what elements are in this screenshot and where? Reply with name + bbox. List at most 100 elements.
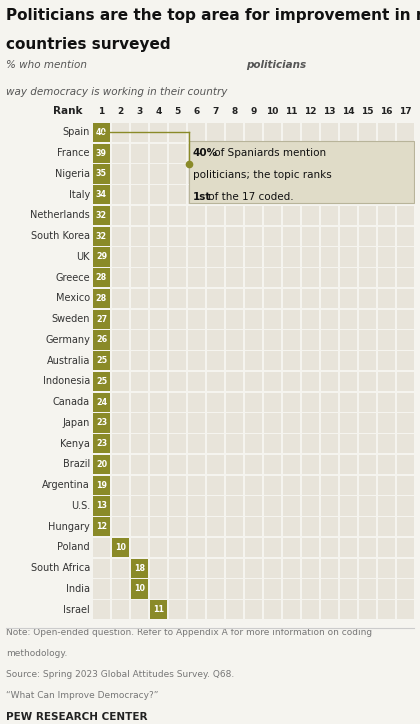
Bar (112, 455, 129, 474)
Bar (169, 558, 186, 578)
Bar (378, 227, 395, 245)
Text: Politicians are the top area for improvement in most: Politicians are the top area for improve… (6, 8, 420, 23)
Bar (378, 392, 395, 412)
Bar (226, 289, 243, 308)
Bar (169, 289, 186, 308)
Bar (169, 392, 186, 412)
Bar (93, 268, 110, 287)
Bar (264, 206, 281, 225)
Bar (188, 309, 205, 329)
Bar (93, 558, 110, 578)
Bar (150, 123, 167, 142)
Bar (131, 371, 148, 391)
Text: Kenya: Kenya (60, 439, 90, 449)
Bar (131, 600, 148, 619)
Bar (226, 371, 243, 391)
Text: 14: 14 (342, 106, 355, 116)
Bar (245, 392, 262, 412)
Text: 1: 1 (98, 106, 105, 116)
Bar (359, 517, 376, 536)
Bar (150, 268, 167, 287)
Bar (321, 164, 338, 183)
Bar (340, 143, 357, 163)
Text: UK: UK (76, 252, 90, 262)
Bar (321, 496, 338, 515)
Bar (131, 330, 148, 350)
Bar (188, 206, 205, 225)
Bar (302, 268, 319, 287)
Bar (169, 123, 186, 142)
Bar (207, 455, 224, 474)
Bar (359, 476, 376, 494)
Bar (264, 392, 281, 412)
Bar (93, 185, 110, 204)
Bar (340, 309, 357, 329)
Bar (245, 123, 262, 142)
Bar (378, 309, 395, 329)
Text: countries surveyed: countries surveyed (6, 37, 171, 51)
Bar (321, 579, 338, 599)
Bar (397, 289, 414, 308)
Text: Indonesia: Indonesia (43, 376, 90, 387)
Bar (226, 538, 243, 557)
Bar (188, 517, 205, 536)
Bar (397, 123, 414, 142)
Bar (378, 579, 395, 599)
Bar (112, 392, 129, 412)
Bar (169, 413, 186, 432)
Bar (93, 496, 110, 515)
Bar (207, 496, 224, 515)
Bar (340, 496, 357, 515)
Bar (264, 413, 281, 432)
Bar (397, 164, 414, 183)
Bar (93, 248, 110, 266)
Text: Israel: Israel (63, 605, 90, 615)
Bar (359, 413, 376, 432)
Bar (169, 330, 186, 350)
Bar (302, 517, 319, 536)
Bar (226, 164, 243, 183)
Bar (150, 600, 167, 619)
Bar (264, 164, 281, 183)
Bar (264, 579, 281, 599)
Bar (321, 330, 338, 350)
Bar (397, 392, 414, 412)
Bar (150, 164, 167, 183)
Bar (93, 123, 110, 142)
Bar (340, 289, 357, 308)
Bar (226, 206, 243, 225)
Bar (302, 558, 319, 578)
Bar (264, 330, 281, 350)
Bar (283, 227, 300, 245)
Bar (112, 434, 129, 453)
Bar (226, 185, 243, 204)
Bar (264, 434, 281, 453)
Bar (378, 413, 395, 432)
Bar (283, 476, 300, 494)
Bar (93, 392, 110, 412)
Bar (397, 248, 414, 266)
Bar (397, 206, 414, 225)
Bar (112, 143, 129, 163)
Bar (245, 538, 262, 557)
Bar (112, 371, 129, 391)
Bar (207, 185, 224, 204)
Text: 7: 7 (213, 106, 219, 116)
Bar (112, 248, 129, 266)
Bar (131, 558, 148, 578)
Text: Netherlands: Netherlands (30, 211, 90, 220)
Bar (150, 392, 167, 412)
Bar (93, 351, 110, 370)
Bar (302, 434, 319, 453)
Bar (112, 227, 129, 245)
Text: 26: 26 (96, 335, 107, 345)
Bar (188, 330, 205, 350)
Bar (397, 434, 414, 453)
Bar (93, 289, 110, 308)
Bar (302, 392, 319, 412)
Bar (264, 517, 281, 536)
Bar (150, 434, 167, 453)
Bar (283, 517, 300, 536)
Bar (112, 538, 129, 557)
Bar (359, 143, 376, 163)
